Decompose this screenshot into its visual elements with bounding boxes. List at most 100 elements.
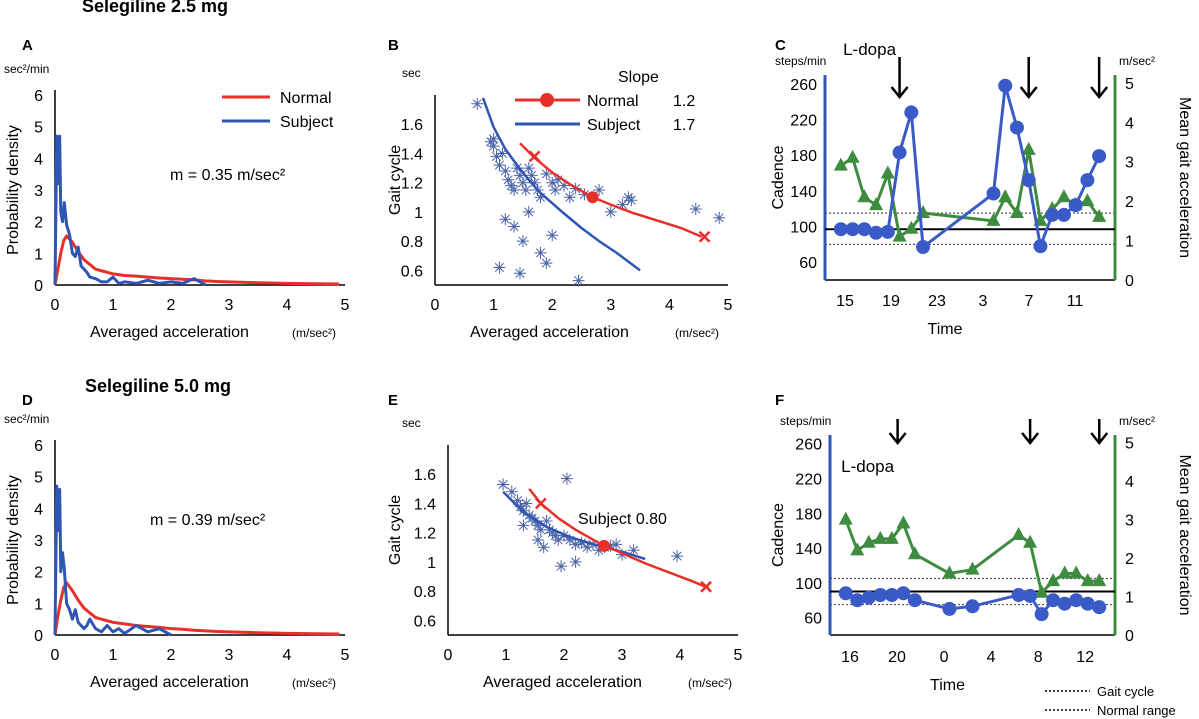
x-tick-label: 2 — [560, 647, 569, 664]
y2-tick-label: 1 — [1125, 234, 1134, 251]
x-tick-label: 0 — [431, 297, 440, 314]
x-tick-label: 4 — [987, 649, 996, 666]
data-point — [616, 198, 629, 211]
y-tick-label: 4 — [34, 151, 43, 168]
gait-acceleration-point — [857, 189, 872, 203]
cadence-point — [861, 590, 876, 605]
x-tick-label: 1 — [502, 647, 511, 664]
x-tick-label: 2 — [167, 297, 176, 314]
mean-annotation: m = 0.39 m/sec² — [150, 512, 266, 529]
gait-acceleration-point — [1011, 527, 1026, 540]
panel-letter: D — [22, 392, 33, 409]
data-point — [549, 529, 562, 542]
normal-fit-curve — [519, 142, 703, 238]
cadence-point — [1046, 593, 1061, 608]
data-point — [549, 184, 562, 196]
normal-endpoint-cross — [700, 580, 712, 593]
cadence-point — [1069, 593, 1084, 608]
y-axis-label: Gait cycle — [387, 495, 404, 565]
legend-subject-value: 1.7 — [673, 117, 695, 134]
data-point — [534, 523, 547, 536]
l-dopa-arrow — [1019, 57, 1038, 100]
data-point — [525, 169, 538, 182]
y2-tick-label: 5 — [1125, 76, 1134, 93]
y-axis-label: Cadence — [770, 503, 787, 567]
y-tick-label: 6 — [34, 88, 43, 105]
y-tick-label: 0.6 — [414, 613, 436, 630]
x-tick-label: 15 — [836, 293, 854, 310]
x-tick-label: 5 — [341, 647, 350, 664]
legend-title: Slope — [618, 69, 659, 86]
data-point — [471, 97, 484, 110]
y-tick-label: 0.8 — [414, 584, 436, 601]
data-point — [563, 534, 576, 546]
data-point — [497, 478, 510, 491]
y-tick-label: 5 — [34, 120, 43, 137]
cadence-point — [1092, 600, 1107, 615]
data-point — [496, 147, 509, 160]
y-axis-label: Probability density — [5, 475, 22, 605]
x-tick-label: 3 — [979, 293, 988, 310]
x-tick-label: 7 — [1025, 293, 1034, 310]
y2-unit: m/sec² — [1119, 414, 1155, 428]
y-tick-label: 1.4 — [414, 496, 436, 513]
y-tick-label: 0 — [34, 628, 43, 645]
data-point — [499, 165, 512, 177]
x-tick-label: 4 — [665, 297, 674, 314]
data-point — [616, 548, 628, 561]
x-tick-label: 16 — [841, 649, 859, 666]
y-tick-label: 140 — [790, 184, 817, 201]
cadence-point — [1068, 198, 1083, 213]
data-point — [502, 173, 515, 186]
y-tick-label: 180 — [795, 506, 822, 523]
legend-subject-label: Subject — [587, 117, 641, 134]
x-axis-unit: (m/sec²) — [675, 326, 719, 340]
gait-acceleration-point — [845, 149, 860, 163]
series-normal-line — [53, 234, 340, 286]
series-subject-line — [53, 134, 207, 287]
data-point — [528, 176, 541, 189]
cadence-point — [904, 105, 919, 120]
x-axis-label: Averaged acceleration — [470, 324, 629, 341]
data-point — [531, 534, 544, 546]
gait-acceleration-point — [986, 212, 1001, 226]
data-point — [493, 159, 506, 172]
data-point — [627, 544, 640, 557]
cadence-point — [1023, 588, 1038, 603]
x-axis-label: Averaged acceleration — [90, 324, 249, 341]
x-tick-label: 3 — [606, 297, 615, 314]
cadence-point — [907, 593, 922, 608]
y2-tick-label: 5 — [1125, 436, 1134, 453]
l-dopa-arrow — [1090, 419, 1109, 446]
gait-acceleration-point — [942, 565, 957, 579]
y-tick-label: 220 — [795, 471, 822, 488]
cadence-point — [942, 601, 957, 616]
title-selegiline-2-5: Selegiline 2.5 mg — [82, 0, 228, 16]
x-tick-label: 5 — [724, 297, 733, 314]
y-tick-label: 100 — [790, 220, 817, 237]
y2-tick-label: 0 — [1125, 273, 1134, 290]
data-point — [508, 184, 521, 196]
x-tick-label: 0 — [51, 647, 60, 664]
y2-axis-label: Mean gait acceleration — [1176, 97, 1193, 258]
gait-acceleration-point — [892, 228, 907, 242]
data-point — [513, 267, 526, 280]
x-axis-unit: (m/sec²) — [292, 676, 336, 690]
gait-acceleration-point — [1021, 141, 1036, 155]
data-point — [493, 261, 506, 274]
gait-acceleration-point — [873, 530, 888, 544]
y-tick-label: 1.2 — [414, 526, 436, 543]
subject-fit-curve — [481, 97, 641, 272]
data-point — [546, 176, 559, 189]
l-dopa-label: L-dopa — [843, 40, 896, 59]
gait-acceleration-point — [1056, 189, 1071, 203]
y-tick-label: 260 — [790, 77, 817, 94]
cadence-point — [1092, 149, 1107, 164]
y-tick-label: 0.6 — [401, 263, 423, 280]
data-point — [689, 203, 702, 215]
x-axis-unit: (m/sec²) — [292, 326, 336, 340]
legend-subject-label: Subject — [280, 114, 334, 131]
y-unit: sec²/min — [4, 412, 49, 426]
